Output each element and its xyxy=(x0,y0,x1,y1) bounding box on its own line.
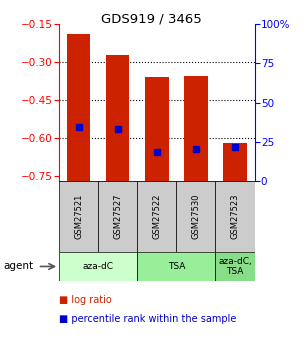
Bar xyxy=(145,77,168,181)
Bar xyxy=(184,76,208,181)
Bar xyxy=(137,181,176,252)
Bar xyxy=(106,55,129,181)
Bar xyxy=(215,181,255,252)
Text: agent: agent xyxy=(3,262,33,272)
Bar xyxy=(67,34,90,181)
Bar xyxy=(215,252,255,281)
Bar xyxy=(59,181,98,252)
Text: ■ percentile rank within the sample: ■ percentile rank within the sample xyxy=(59,314,236,324)
Bar xyxy=(98,181,137,252)
Bar xyxy=(176,181,215,252)
Text: GSM27523: GSM27523 xyxy=(231,194,239,239)
Bar xyxy=(223,143,247,181)
Text: GDS919 / 3465: GDS919 / 3465 xyxy=(101,12,202,25)
Text: GSM27522: GSM27522 xyxy=(152,194,161,239)
Text: GSM27530: GSM27530 xyxy=(191,194,200,239)
Bar xyxy=(59,252,137,281)
Text: GSM27521: GSM27521 xyxy=(74,194,83,239)
Text: ■ log ratio: ■ log ratio xyxy=(59,295,112,305)
Text: aza-dC: aza-dC xyxy=(83,262,114,271)
Text: GSM27527: GSM27527 xyxy=(113,194,122,239)
Bar xyxy=(137,252,215,281)
Text: TSA: TSA xyxy=(168,262,185,271)
Text: aza-dC,
TSA: aza-dC, TSA xyxy=(218,257,252,276)
